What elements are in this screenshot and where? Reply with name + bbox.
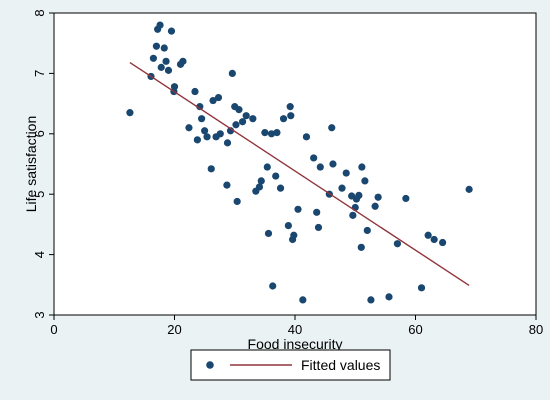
data-point <box>417 284 426 292</box>
data-point <box>355 191 363 200</box>
data-point <box>430 235 438 244</box>
data-point <box>257 177 265 185</box>
data-point <box>385 293 393 301</box>
data-point <box>393 240 402 248</box>
plot-area <box>53 12 537 316</box>
legend: Fitted values <box>190 349 391 381</box>
data-point <box>209 96 217 105</box>
data-point <box>149 54 158 62</box>
data-point <box>374 193 382 201</box>
data-point <box>152 42 161 50</box>
data-point <box>126 109 134 117</box>
data-point <box>223 139 232 147</box>
x-tick-label: 20 <box>167 322 181 337</box>
y-tick-label: 6 <box>32 130 47 137</box>
data-point <box>228 69 236 77</box>
legend-marker-points <box>206 361 214 369</box>
data-point <box>424 231 432 239</box>
data-point <box>349 211 357 219</box>
fitted-line-group <box>129 61 470 286</box>
data-point <box>179 57 187 65</box>
data-point <box>226 127 235 135</box>
data-point <box>255 183 264 191</box>
data-point <box>316 163 324 171</box>
data-point <box>338 184 346 192</box>
y-axis: 3 4 5 6 7 8 <box>32 9 54 319</box>
data-point <box>162 57 170 65</box>
data-point <box>196 103 204 111</box>
y-tick-label: 7 <box>32 70 47 77</box>
data-point <box>276 184 285 192</box>
data-point <box>267 130 276 138</box>
data-point <box>273 128 281 137</box>
data-point <box>164 66 173 74</box>
y-axis-title: Life satisfaction <box>23 116 39 213</box>
x-tick-label: 60 <box>408 322 422 337</box>
data-point <box>216 130 224 138</box>
data-point <box>287 112 295 120</box>
data-point <box>272 172 280 180</box>
data-point <box>156 21 164 29</box>
data-point <box>328 124 336 132</box>
data-point <box>439 238 447 247</box>
data-point <box>290 231 298 239</box>
x-axis: 0 20 40 60 80 <box>50 315 543 337</box>
data-point <box>170 83 179 91</box>
data-point <box>284 222 292 230</box>
data-point <box>223 181 231 189</box>
data-point <box>402 194 410 203</box>
data-point <box>238 118 247 126</box>
x-tick-label: 80 <box>529 322 543 337</box>
data-point <box>263 163 271 171</box>
data-point <box>329 160 337 168</box>
data-point <box>214 93 223 102</box>
data-point <box>279 115 288 123</box>
data-point <box>465 185 473 193</box>
data-point <box>198 115 206 123</box>
data-point <box>185 124 193 132</box>
data-point <box>264 229 273 238</box>
data-point <box>201 127 209 135</box>
y-tick-label: 8 <box>32 9 47 16</box>
data-point <box>367 296 375 304</box>
data-point <box>249 115 257 123</box>
y-tick-label: 4 <box>32 251 47 258</box>
data-point <box>302 133 311 141</box>
y-tick-label: 5 <box>32 191 47 198</box>
data-point <box>314 223 323 232</box>
legend-label-fitted-values: Fitted values <box>301 357 380 373</box>
data-point <box>342 169 350 177</box>
x-axis-title: Food insecurity <box>248 336 343 352</box>
data-point <box>269 282 277 290</box>
data-point <box>193 136 201 144</box>
data-point <box>232 121 240 129</box>
data-point <box>242 112 250 120</box>
scatter-points <box>126 21 473 304</box>
data-point <box>191 87 199 96</box>
data-point <box>235 106 243 114</box>
data-point <box>167 27 176 35</box>
x-tick-label: 0 <box>50 322 57 337</box>
data-point <box>299 296 307 304</box>
data-point <box>160 44 168 52</box>
data-point <box>313 208 321 216</box>
data-point <box>294 205 302 213</box>
data-point <box>286 103 294 111</box>
data-point <box>261 128 269 137</box>
x-tick-label: 40 <box>288 322 302 337</box>
fitted-values-line <box>129 61 470 286</box>
y-tick-label: 3 <box>32 311 47 318</box>
data-point <box>207 165 215 173</box>
data-point <box>363 226 371 235</box>
data-point <box>357 243 365 251</box>
data-point <box>310 154 318 162</box>
data-point <box>233 197 241 206</box>
data-point <box>157 63 165 71</box>
data-point <box>371 202 379 210</box>
data-point <box>203 133 211 141</box>
data-point <box>361 177 369 185</box>
data-point <box>358 163 366 171</box>
